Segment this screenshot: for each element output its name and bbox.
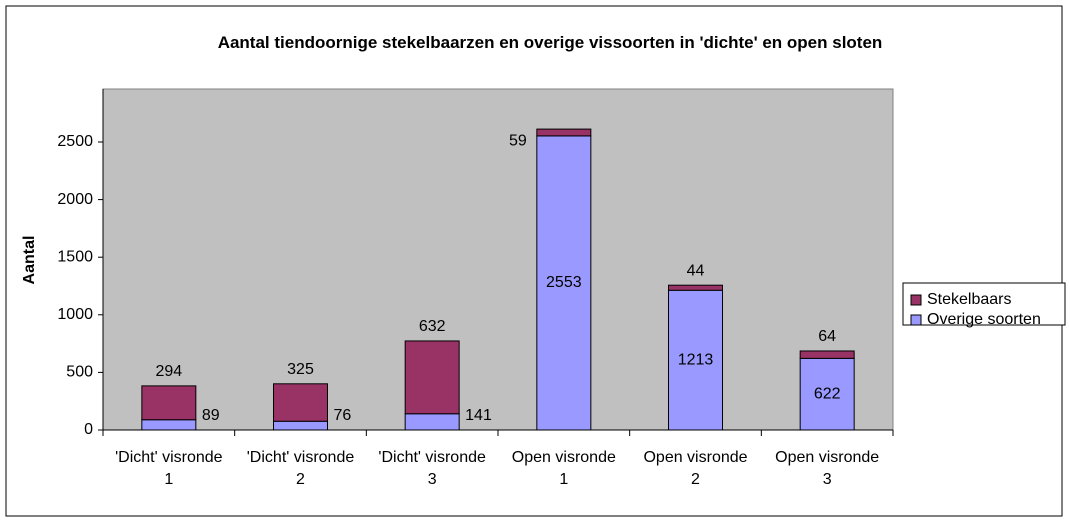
x-tick-label: 'Dicht' visronde 3 (378, 449, 486, 488)
y-tick-label: 500 (66, 364, 93, 381)
legend-swatch (910, 314, 922, 326)
bar-segment (141, 419, 197, 431)
y-tick-label: 0 (84, 421, 93, 438)
bar-segment (536, 128, 592, 137)
value-label: 141 (465, 407, 492, 424)
bar-segment (273, 383, 328, 422)
bar-segment (668, 289, 723, 431)
legend-label: Stekelbaars (927, 291, 1012, 308)
legend-box (902, 282, 1066, 326)
value-label: 1213 (678, 351, 714, 368)
bar-segment (404, 340, 460, 415)
legend-swatch (910, 294, 922, 306)
value-label: 89 (202, 407, 220, 424)
x-tick-label: Open visronde 1 (511, 449, 616, 488)
x-tick-label: Open visronde 3 (775, 449, 880, 488)
value-label: 2553 (546, 274, 582, 291)
x-tick-label: Open visronde 2 (643, 449, 748, 488)
bar-segment (799, 350, 855, 359)
y-tick-label: 2500 (57, 133, 93, 150)
bar-segment (141, 385, 197, 421)
value-label: 64 (818, 328, 836, 345)
y-axis-label: Aantal (21, 236, 38, 285)
y-tick-label: 1000 (57, 306, 93, 323)
value-label: 294 (155, 363, 182, 380)
bar-segment (668, 284, 723, 291)
bar-segment (536, 135, 592, 431)
bar-segment (404, 413, 460, 431)
legend-label: Overige soorten (927, 311, 1041, 328)
x-tick-label: 'Dicht' visronde 2 (246, 449, 355, 488)
value-label: 59 (509, 132, 527, 149)
y-tick-label: 1500 (57, 248, 93, 265)
value-label: 622 (814, 385, 841, 402)
value-label: 76 (334, 407, 352, 424)
value-label: 632 (419, 318, 446, 335)
value-label: 325 (287, 361, 314, 378)
x-tick-label: 'Dicht' visronde 1 (115, 449, 223, 488)
bar-segment (273, 420, 328, 431)
y-tick-label: 2000 (57, 191, 93, 208)
value-label: 44 (687, 262, 705, 279)
chart-title: Aantal tiendoornige stekelbaarzen en ove… (217, 33, 883, 52)
bar-segment (799, 357, 855, 431)
plot-area (102, 88, 894, 431)
